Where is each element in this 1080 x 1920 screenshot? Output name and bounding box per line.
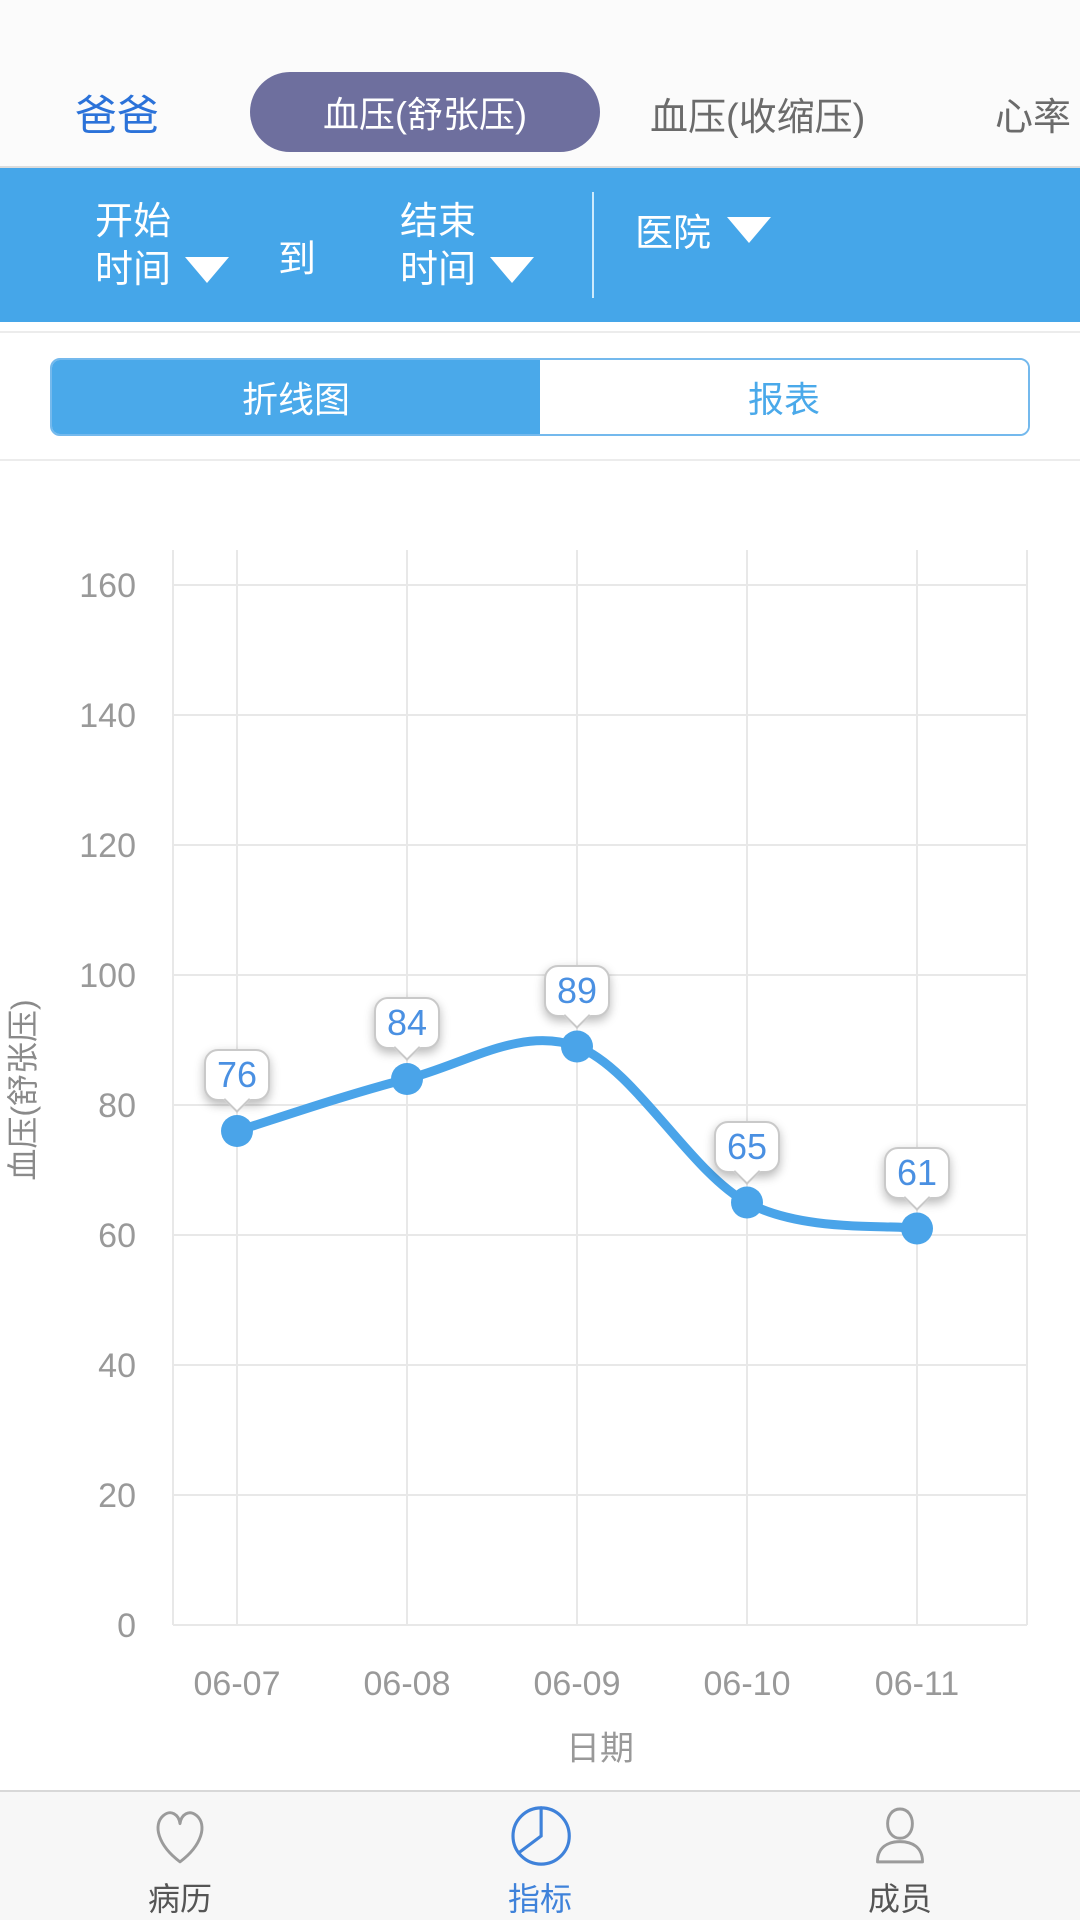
y-tick-label: 80: [98, 1087, 136, 1125]
x-tick-label: 06-09: [534, 1665, 621, 1703]
person-icon: [876, 1807, 924, 1864]
x-tick-label: 06-11: [875, 1665, 959, 1703]
end-time-dropdown[interactable]: 结束 时间: [400, 198, 535, 294]
value-tooltip: 76: [204, 1049, 270, 1101]
nav-medical-records[interactable]: 病历: [0, 1792, 360, 1920]
value-tooltip: 61: [884, 1146, 950, 1199]
data-point: [731, 1186, 763, 1219]
heart-icon: [156, 1811, 204, 1864]
data-point: [221, 1115, 253, 1147]
nav-label: 成员: [867, 1881, 932, 1917]
chevron-down-icon: [727, 216, 772, 243]
y-tick-label: 100: [79, 957, 136, 995]
nav-indicators[interactable]: 指标: [360, 1792, 720, 1920]
tab-heart-rate[interactable]: 心率: [995, 97, 1072, 139]
pie-chart-icon: [511, 1806, 571, 1866]
chevron-down-icon: [490, 257, 535, 283]
view-toggle: 折线图 报表: [50, 358, 1030, 436]
y-tick-label: 0: [117, 1607, 136, 1645]
data-point: [901, 1212, 933, 1245]
hospital-dropdown[interactable]: 医院: [635, 202, 772, 257]
to-label: 到: [278, 239, 317, 281]
x-tick-label: 06-08: [364, 1665, 451, 1703]
nav-members[interactable]: 成员: [720, 1792, 1080, 1920]
y-tick-label: 40: [98, 1347, 136, 1385]
hospital-label: 医院: [635, 213, 712, 255]
bottom-navigation: 病历 指标 成员: [0, 1790, 1080, 1920]
report-toggle[interactable]: 报表: [540, 360, 1028, 434]
separator-line: [0, 459, 1080, 461]
x-tick-label: 06-07: [194, 1665, 281, 1703]
tab-bp-diastolic[interactable]: 血压(舒张压): [250, 72, 600, 152]
y-axis-title: 血压(舒张压): [5, 999, 41, 1180]
nav-label: 指标: [507, 1881, 572, 1917]
y-tick-label: 60: [98, 1217, 136, 1255]
value-tooltip: 84: [374, 997, 440, 1049]
x-tick-label: 06-10: [704, 1665, 791, 1703]
chevron-down-icon: [185, 257, 230, 283]
nav-label: 病历: [147, 1881, 212, 1917]
y-tick-label: 120: [79, 827, 136, 865]
x-axis-title: 日期: [566, 1730, 634, 1768]
filter-bar: 开始 时间 到 结束 时间 医院: [0, 168, 1080, 322]
filter-divider: [592, 192, 594, 298]
start-time-dropdown[interactable]: 开始 时间: [95, 198, 230, 294]
line-chart-toggle[interactable]: 折线图: [52, 360, 540, 434]
y-tick-label: 20: [98, 1477, 136, 1515]
value-tooltip: 65: [714, 1120, 780, 1173]
end-time-label-line2: 时间: [400, 249, 477, 291]
end-time-label-line1: 结束: [400, 201, 477, 243]
start-time-label-line1: 开始: [95, 201, 172, 243]
data-point: [561, 1030, 593, 1063]
y-tick-label: 140: [79, 697, 136, 735]
value-tooltip: 89: [544, 964, 610, 1017]
family-member-selector[interactable]: 爸爸: [75, 92, 160, 139]
tab-bp-systolic[interactable]: 血压(收缩压): [650, 97, 866, 139]
data-point: [391, 1063, 423, 1095]
y-tick-label: 160: [79, 567, 136, 605]
start-time-label-line2: 时间: [95, 249, 172, 291]
top-tab-bar: 爸爸 血压(舒张压) 血压(收缩压) 心率: [0, 0, 1080, 168]
separator-line: [0, 331, 1080, 333]
